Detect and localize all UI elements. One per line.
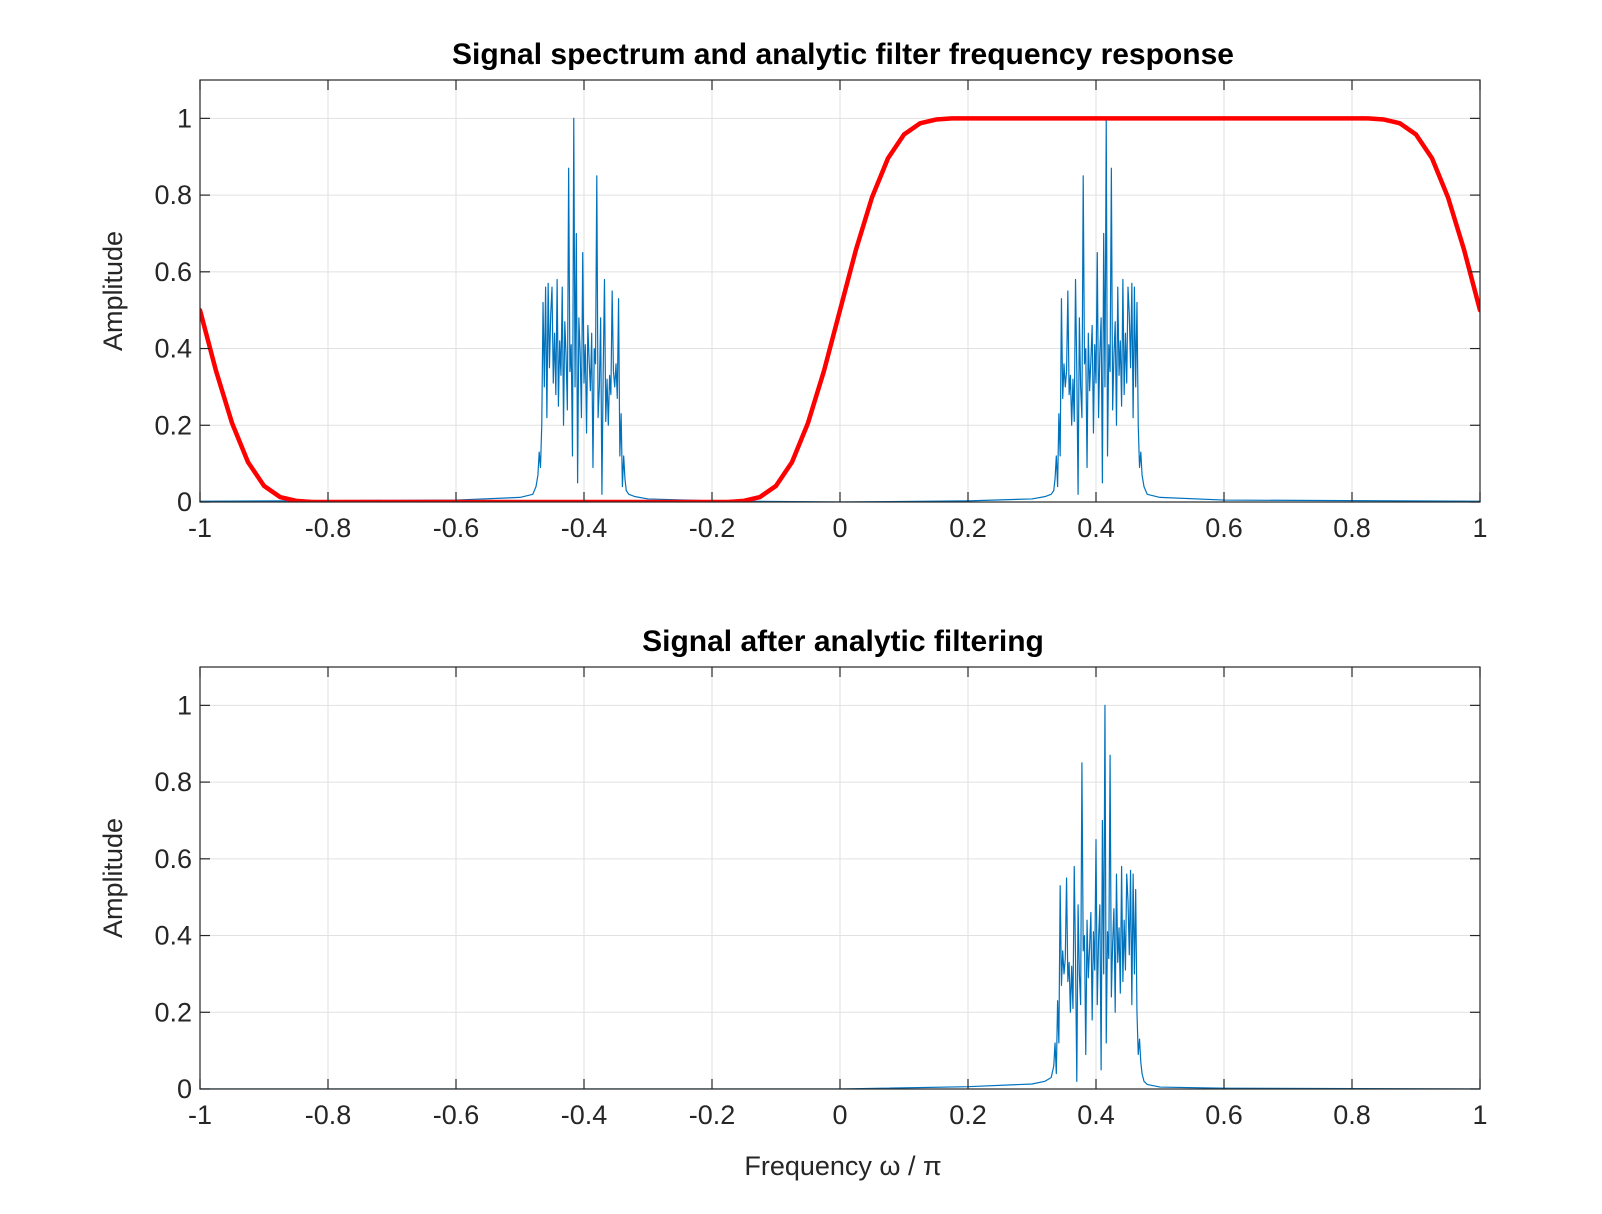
- chart-title: Signal after analytic filtering: [642, 625, 1044, 658]
- x-tick-label: 0.4: [1077, 1100, 1115, 1130]
- y-tick-label: 0.2: [154, 410, 192, 440]
- y-tick-label: 1: [177, 690, 192, 720]
- y-axis-label: Amplitude: [98, 818, 128, 938]
- x-tick-label: 0: [832, 513, 847, 543]
- x-tick-label: -1: [188, 1100, 212, 1130]
- chart-title: Signal spectrum and analytic filter freq…: [452, 38, 1234, 71]
- filter-response-line: [200, 116, 1480, 502]
- x-tick-label: -0.4: [561, 513, 608, 543]
- x-tick-label: -0.6: [433, 513, 480, 543]
- x-tick-label: -0.8: [305, 513, 352, 543]
- x-tick-label: -0.6: [433, 1100, 480, 1130]
- y-tick-label: 1: [177, 103, 192, 133]
- x-tick-label: 0.6: [1205, 513, 1243, 543]
- y-tick-label: 0.8: [154, 180, 192, 210]
- series-group: [200, 116, 1480, 502]
- x-axis-label: Frequency ω / π: [744, 1151, 941, 1181]
- x-tick-label: 1: [1472, 1100, 1487, 1130]
- y-tick-label: 0.2: [154, 997, 192, 1027]
- ticks: -1 -0.8 -0.6 -0.4 -0.2 0 0.2 0.4 0.6 0.8 1 0 0.2 0.4 0…: [154, 667, 1488, 1130]
- y-tick-label: 0.4: [154, 921, 192, 951]
- x-tick-label: 1: [1472, 513, 1487, 543]
- x-tick-label: -0.4: [561, 1100, 608, 1130]
- y-tick-label: 0.4: [154, 334, 192, 364]
- x-tick-label: 0.2: [949, 513, 987, 543]
- x-tick-label: -1: [188, 513, 212, 543]
- spectrum-line: [200, 704, 1480, 1089]
- x-tick-label: -0.2: [689, 513, 736, 543]
- x-tick-label: 0.8: [1333, 513, 1371, 543]
- y-tick-label: 0.6: [154, 844, 192, 874]
- series-group: [200, 704, 1480, 1089]
- x-tick-label: 0.6: [1205, 1100, 1243, 1130]
- filtered-signal-chart: Signal after analytic filtering -1 -0.8 -0…: [98, 625, 1488, 1181]
- x-tick-label: 0.8: [1333, 1100, 1371, 1130]
- y-tick-label: 0: [177, 487, 192, 517]
- y-tick-label: 0: [177, 1074, 192, 1104]
- x-tick-label: -0.8: [305, 1100, 352, 1130]
- x-tick-label: 0.2: [949, 1100, 987, 1130]
- y-tick-label: 0.8: [154, 767, 192, 797]
- y-axis-label: Amplitude: [98, 231, 128, 351]
- ticks: -1 -0.8 -0.6 -0.4 -0.2 0 0.2 0.4 0.6 0.8 1 0 0.2 0.4 0…: [154, 80, 1488, 543]
- spectrum-line: [200, 117, 1480, 502]
- spectrum-chart: Signal spectrum and analytic filter freq…: [98, 38, 1488, 543]
- x-tick-label: 0: [832, 1100, 847, 1130]
- y-tick-label: 0.6: [154, 257, 192, 287]
- x-tick-label: 0.4: [1077, 513, 1115, 543]
- x-tick-label: -0.2: [689, 1100, 736, 1130]
